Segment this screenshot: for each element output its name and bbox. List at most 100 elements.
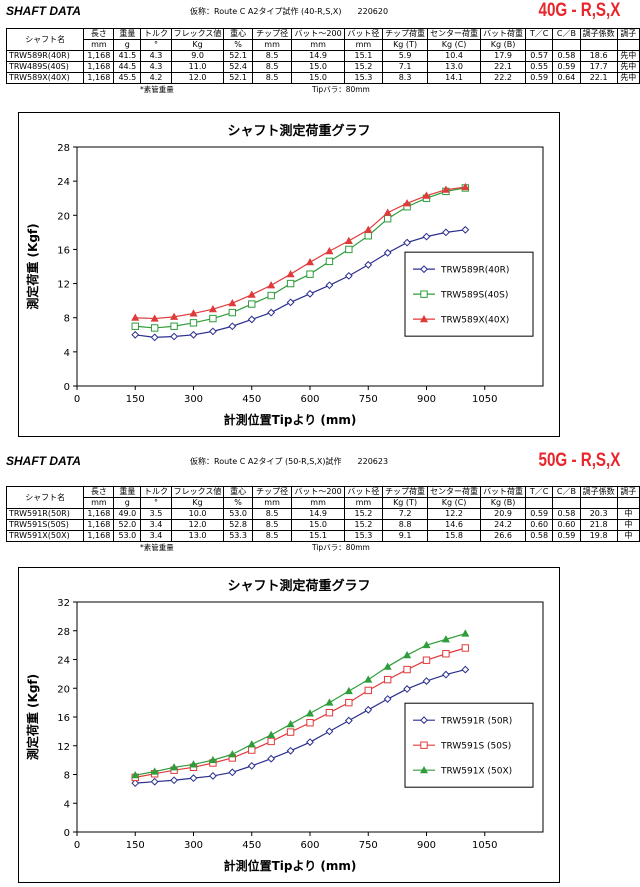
y-tick-label: 24 [57,656,70,667]
table-cell: 重心 [223,486,253,498]
table-unit-row: mm g ° Kg% mm mm mm Kg (T) Kg (C) Kg (B) [7,39,640,51]
table-cell: 中 [616,530,640,542]
legend-entry: TRW589R(40R) [440,266,509,276]
legend: TRW591R (50R) TRW591S (50S) TRW591X (50X) [404,702,534,788]
data-point [344,236,353,244]
data-point [170,776,178,785]
data-point [228,750,237,758]
data-point [419,765,429,774]
section-header: SHAFT DATA 仮称：Route C A2タイプ (50-R,S,X)試作… [0,450,640,472]
table-cell: 18.6 [579,50,618,62]
y-tick-label: 32 [57,598,70,609]
table-cell [579,497,618,509]
table-cell: mm [251,39,293,51]
data-point [209,772,217,780]
table-cell [525,39,554,51]
series-1 [131,644,470,782]
table-cell: 45.5 [113,72,142,84]
table-cell: 調子 [616,486,640,498]
table-cell: 4.2 [140,72,172,84]
table-cell: 1,168 [83,519,115,531]
data-point [403,199,412,207]
chart-title: シャフト測定荷重グラフ [227,123,370,139]
table-cell: 8.5 [251,508,293,520]
table-cell: バット荷重 [480,28,527,40]
table-row: TRW591X(50X) 1,168 53.0 3.4 13.0 53.3 8.5 15.1 1… [5,530,640,542]
table-cell: 22.1 [579,72,618,84]
table-cell: 重心 [223,28,253,40]
table-cell: ° [140,39,172,51]
data-point [325,257,334,266]
data-point [364,225,373,233]
y-axis-label: 測定荷重 (Kgf) [25,674,40,760]
data-point [267,754,276,763]
data-point [420,290,428,298]
data-point [189,319,198,327]
table-cell: 14.9 [291,508,345,520]
data-point [267,281,276,289]
table-cell: 7.2 [382,508,429,520]
data-point [383,208,392,216]
y-tick-label: 0 [64,828,70,839]
data-point [345,698,353,707]
data-point [189,760,198,768]
data-point [170,763,179,771]
table-cell: 1,168 [83,530,115,542]
table-cell: 0.58 [552,508,581,520]
table-cell: 19.8 [579,530,618,542]
table-cell: 14.6 [427,519,482,531]
series-2 [131,182,470,322]
table-cell: シャフト名 [5,28,85,51]
table-cell: 15.2 [343,61,384,73]
y-tick-label: 28 [57,627,70,638]
series-0 [131,225,470,342]
data-point [170,312,179,320]
data-point [306,719,314,727]
data-point [170,322,178,330]
table-cell [525,497,554,509]
table-cell: ° [140,497,172,509]
table-cell: 15.1 [343,50,384,62]
weight-note: *素管重量 [140,85,174,94]
table-cell: 調子係数 [579,28,618,40]
data-point [228,322,237,331]
table-cell: 重量 [113,486,142,498]
table-header-row: シャフト名 長さ 重量 トルク フレックス値 重心 チップ径 バット〜200 バット径 チップ荷重… [5,28,640,51]
spec-table: シャフト名 長さ 重量 トルク フレックス値 重心 チップ径 バット〜200 バット径 チップ荷重… [5,28,640,84]
table-cell: 12.0 [170,72,225,84]
data-point [248,300,256,308]
table-cell: 22.1 [480,61,527,73]
table-cell: Kg [170,497,225,509]
weight-note: *素管重量 [140,543,174,552]
table-cell: mm [343,39,384,51]
table-cell: TRW589X(40X) [5,72,85,84]
legend-entry: TRW589S(40S) [440,291,508,301]
table-cell: バット径 [343,28,384,40]
y-tick-label: 0 [64,382,70,393]
table-cell: 22.2 [480,72,527,84]
load-chart-50g: シャフト測定荷重グラフ 0 4 8 12 16 20 24 28 32 0 150 300 450 600 7… [18,567,560,883]
data-point [422,677,431,685]
data-point [461,665,470,674]
table-unit-row: mm g ° Kg% mm mm mm Kg (T) Kg (C) Kg (B) [7,497,640,509]
table-cell: 調子係数 [579,486,618,498]
table-cell: 調子 [616,28,640,40]
table-cell: 17.7 [579,61,618,73]
y-tick-label: 4 [64,799,70,810]
table-cell: 49.0 [113,508,142,520]
y-tick-label: 16 [57,245,70,256]
data-point [364,705,373,714]
table-cell: 20.9 [480,508,527,520]
data-point [306,270,314,278]
table-cell: 0.59 [552,530,581,542]
data-point [461,182,470,191]
legend-entry: TRW589X(40X) [440,316,509,326]
data-point [403,665,411,674]
data-point [267,737,275,746]
data-point [325,281,334,290]
table-cell: 41.5 [113,50,142,62]
x-tick-label: 150 [126,840,145,851]
table-cell: 9.1 [382,530,429,542]
table-cell: 1,168 [83,508,115,520]
table-cell: 3.4 [140,519,172,531]
